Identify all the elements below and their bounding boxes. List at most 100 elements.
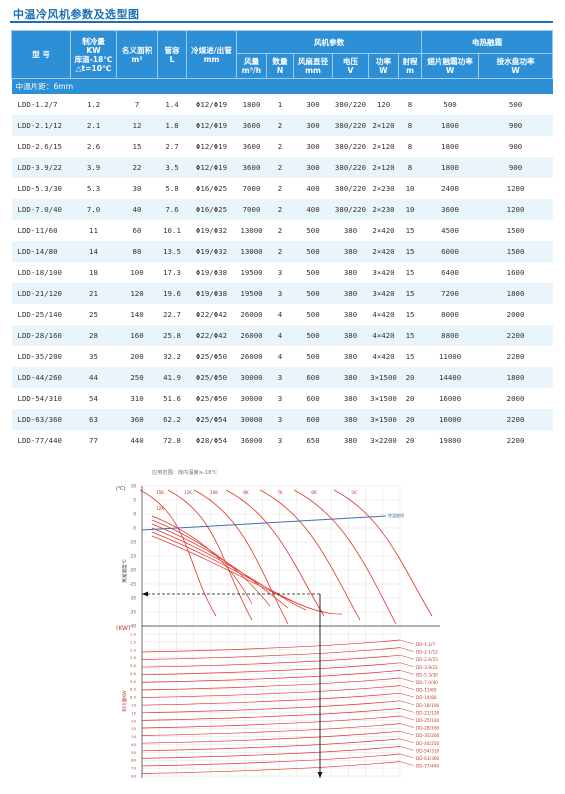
- table-row: LDD-25/140 25 140 22.7 Φ22/Φ42 26000 4 500 380 4×…: [11, 304, 553, 325]
- cell-pipe: Φ25/Φ50: [186, 346, 237, 367]
- capacity-line: [141, 738, 401, 752]
- model-label: DD-77/440: [416, 764, 440, 770]
- capacity-leader: [399, 700, 415, 706]
- cell-voltage: 380: [332, 220, 369, 241]
- cell-tube-volume: 13.5: [157, 241, 187, 262]
- model-label: DD-3.9/22: [416, 665, 438, 671]
- lower-tick-label: 10: [131, 703, 136, 708]
- header-fan-group: 风机参数: [235, 30, 423, 54]
- cell-fan-diameter: 400: [293, 178, 333, 199]
- cell-tray-power: 1500: [478, 241, 553, 262]
- cell-fan-diameter: 500: [293, 241, 333, 262]
- cell-fan-qty: 3: [266, 409, 294, 430]
- header-qty-line2: N: [276, 66, 284, 75]
- cell-pipe: Φ22/Φ42: [186, 304, 237, 325]
- cell-throw: 15: [398, 325, 422, 346]
- cell-voltage: 380: [332, 283, 369, 304]
- cell-fin-defrost: 1800: [421, 157, 479, 178]
- header-diameter-line2: mm: [305, 66, 321, 75]
- table-row: LDD-77/440 77 440 72.8 Φ28/Φ54 36000 3 650 380 3×…: [11, 430, 553, 451]
- cell-throw: 20: [398, 388, 422, 409]
- cell-fin-defrost: 7200: [421, 283, 479, 304]
- cell-tray-power: 2200: [478, 325, 553, 346]
- table-row: LDD-5.3/30 5.3 30 5.8 Φ16/Φ25 7000 2 400 380/220…: [11, 178, 553, 199]
- header-airflow: 风量 m³/h: [236, 53, 267, 79]
- cell-pipe: Φ22/Φ42: [186, 325, 237, 346]
- cell-pipe: Φ12/Φ19: [186, 157, 237, 178]
- cell-area: 310: [116, 388, 158, 409]
- cell-cooling: 7.0: [70, 199, 117, 220]
- table-row: LDD-11/60 11 60 10.1 Φ19/Φ32 13000 2 500 380 2×42…: [11, 220, 553, 241]
- cell-area: 60: [116, 220, 158, 241]
- table-row: LDD-63/360 63 360 62.2 Φ25/Φ54 30000 3 600 380 3×…: [11, 409, 553, 430]
- cell-area: 140: [116, 304, 158, 325]
- cell-model: LDD-11/60: [11, 220, 71, 241]
- cell-model: LDD-3.9/22: [11, 157, 71, 178]
- cell-voltage: 380/220: [332, 199, 369, 220]
- cell-fan-qty: 2: [266, 178, 294, 199]
- capacity-leader: [399, 723, 415, 728]
- header-throw-line1: 射程: [402, 57, 418, 66]
- cell-voltage: 380/220: [332, 115, 369, 136]
- capacity-line: [141, 708, 401, 721]
- cell-power: 2×120: [368, 136, 399, 157]
- cell-fan-diameter: 500: [293, 262, 333, 283]
- header-heat-group: 电热融霜: [421, 30, 554, 54]
- cell-model: LDD-77/440: [11, 430, 71, 451]
- cell-tray-power: 2200: [478, 430, 553, 451]
- table-row: LDD-1.2/7 1.2 7 1.4 Φ12/Φ19 1800 1 300 380/220 12…: [11, 94, 553, 115]
- cell-tube-volume: 41.9: [157, 367, 187, 388]
- cell-area: 360: [116, 409, 158, 430]
- capacity-line: [141, 685, 401, 698]
- cell-power: 3×1500: [368, 409, 399, 430]
- cell-voltage: 380/220: [332, 178, 369, 199]
- cell-area: 250: [116, 367, 158, 388]
- cell-model: LDD-25/140: [11, 304, 71, 325]
- header-area-line2: m²: [131, 54, 143, 64]
- cell-fan-diameter: 500: [293, 346, 333, 367]
- capacity-leader: [399, 746, 415, 751]
- cell-fin-defrost: 19800: [421, 430, 479, 451]
- header-airflow-line2: m³/h: [241, 66, 262, 75]
- cell-area: 100: [116, 262, 158, 283]
- temperature-curve: [333, 489, 433, 617]
- cell-model: LDD-44/260: [11, 367, 71, 388]
- cell-fin-defrost: 4500: [421, 220, 479, 241]
- cell-fan-qty: 3: [266, 367, 294, 388]
- capacity-line: [141, 715, 401, 729]
- header-cooling-line2: KW: [86, 45, 101, 55]
- temperature-curve: [151, 527, 307, 611]
- cell-throw: 8: [398, 157, 422, 178]
- upper-axis-title: 蒸发温度℃: [121, 559, 128, 583]
- cell-power: 3×420: [368, 283, 399, 304]
- cell-voltage: 380: [332, 388, 369, 409]
- header-model: 型 号: [11, 30, 71, 79]
- cell-pipe: Φ16/Φ25: [186, 178, 237, 199]
- cell-throw: 20: [398, 409, 422, 430]
- header-throw-line2: m: [406, 66, 414, 75]
- cell-voltage: 380: [332, 346, 369, 367]
- lower-axis-title: 制冷量KW: [121, 690, 128, 712]
- cell-cooling: 18: [70, 262, 117, 283]
- cell-airflow: 13000: [236, 220, 267, 241]
- table-row: LDD-21/120 21 120 19.6 Φ19/Φ38 19500 3 500 380 3×…: [11, 283, 553, 304]
- cell-model: LDD-21/120: [11, 283, 71, 304]
- table-row: LDD-2.6/15 2.6 15 2.7 Φ12/Φ19 3600 2 300 380/220…: [11, 136, 553, 157]
- capacity-line: [141, 723, 401, 736]
- cell-fin-defrost: 1800: [421, 115, 479, 136]
- cell-voltage: 380: [332, 325, 369, 346]
- cell-fan-qty: 3: [266, 388, 294, 409]
- cell-fan-qty: 2: [266, 115, 294, 136]
- header-voltage: 电压 V: [332, 53, 369, 79]
- temperature-curve: [139, 489, 217, 617]
- cell-cooling: 63: [70, 409, 117, 430]
- cell-tray-power: 1600: [478, 262, 553, 283]
- model-label: DD-18/100: [416, 703, 440, 709]
- upper-tick-label: -40: [129, 624, 136, 629]
- cell-throw: 15: [398, 241, 422, 262]
- lower-tick-label: 4.0: [130, 671, 137, 676]
- cell-tray-power: 1500: [478, 220, 553, 241]
- cell-tube-volume: 7.6: [157, 199, 187, 220]
- cell-pipe: Φ25/Φ54: [186, 409, 237, 430]
- table-row: LDD-35/200 35 200 32.2 Φ25/Φ50 26000 4 500 380 4×…: [11, 346, 553, 367]
